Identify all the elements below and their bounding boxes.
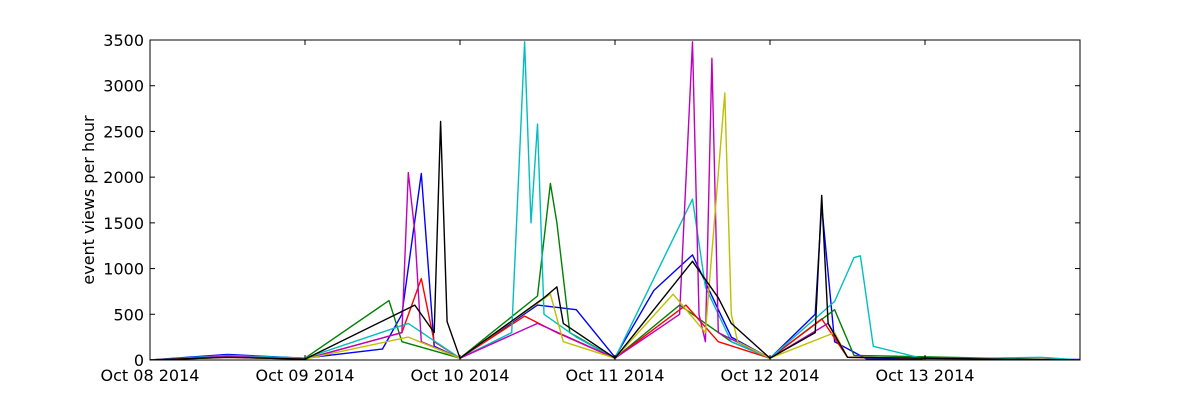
series-line-2: [150, 182, 1080, 360]
y-axis: 0 500 1000 1500 2000 2500 3000 3500: [103, 31, 1080, 370]
x-tick-label: Oct 11 2014: [566, 366, 665, 385]
series-line-1: [150, 172, 1080, 360]
series-line-4: [150, 41, 1080, 360]
x-tick-label: Oct 12 2014: [721, 366, 820, 385]
series-layer: [150, 41, 1080, 360]
y-tick-label: 500: [113, 305, 144, 324]
x-tick-label: Oct 08 2014: [101, 366, 200, 385]
series-line-7: [150, 120, 1080, 360]
y-tick-label: 2000: [103, 168, 144, 187]
x-tick-label: Oct 13 2014: [876, 366, 975, 385]
y-tick-label: 0: [134, 351, 144, 370]
x-tick-label: Oct 10 2014: [411, 366, 510, 385]
y-tick-label: 1500: [103, 214, 144, 233]
y-tick-label: 1000: [103, 260, 144, 279]
series-line-6: [150, 92, 1080, 360]
y-tick-label: 3000: [103, 77, 144, 96]
y-tick-label: 3500: [103, 31, 144, 50]
x-axis: Oct 08 2014 Oct 09 2014 Oct 10 2014 Oct 11 …: [101, 40, 975, 385]
series-line-3: [150, 277, 1080, 360]
y-tick-label: 2500: [103, 122, 144, 141]
x-tick-label: Oct 09 2014: [256, 366, 355, 385]
y-axis-label: event views per hour: [79, 115, 98, 285]
series-line-5: [150, 41, 1080, 360]
plot-frame: [149, 39, 1081, 361]
